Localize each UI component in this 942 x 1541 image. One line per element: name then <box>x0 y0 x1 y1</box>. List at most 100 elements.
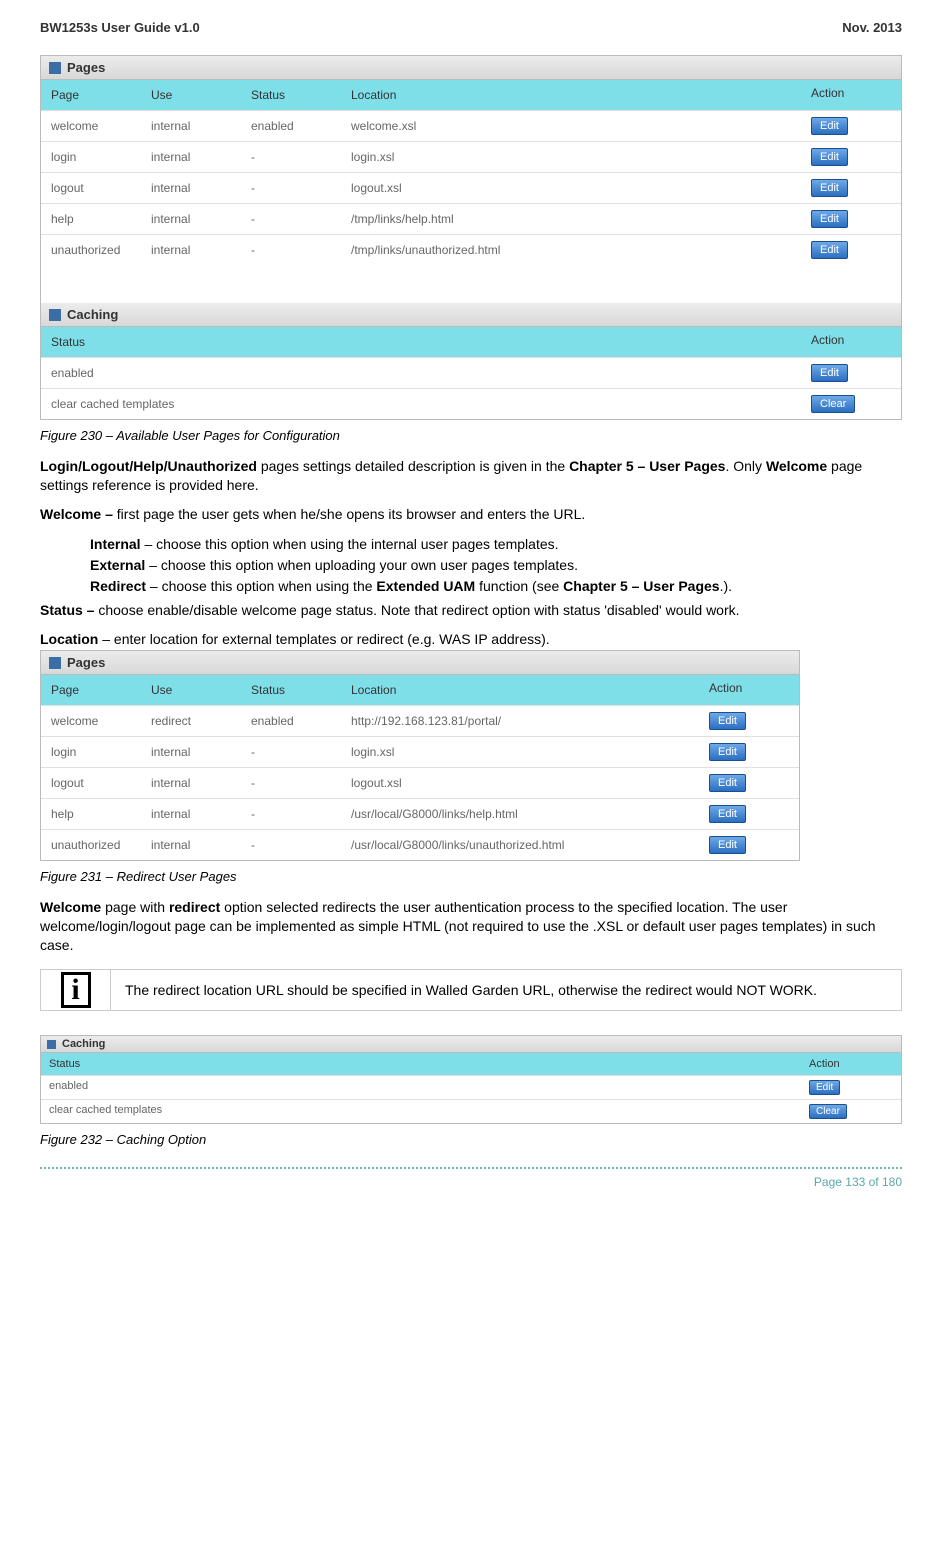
edit-button[interactable]: Edit <box>709 712 746 730</box>
cell-location: logout.xsl <box>341 768 699 798</box>
edit-button[interactable]: Edit <box>709 836 746 854</box>
table-row: enabledEdit <box>41 1075 901 1099</box>
edit-button[interactable]: Edit <box>811 148 848 166</box>
table-row: enabled Edit <box>41 357 901 388</box>
col-location: Location <box>341 80 801 110</box>
cell-location: /usr/local/G8000/links/help.html <box>341 799 699 829</box>
edit-button[interactable]: Edit <box>709 774 746 792</box>
text: . Only <box>725 458 765 474</box>
cell-page: welcome <box>41 111 141 141</box>
cell-page: welcome <box>41 706 141 736</box>
cell-action: Edit <box>801 142 901 172</box>
cell-action: Edit <box>801 173 901 203</box>
cell-location: http://192.168.123.81/portal/ <box>341 706 699 736</box>
cell-use: redirect <box>141 706 241 736</box>
info-icon: i <box>41 970 111 1010</box>
pages-table-2: Pages Page Use Status Location Action we… <box>40 650 800 861</box>
text: – choose this option when using the <box>146 578 376 594</box>
table-row: clear cached templatesClear <box>41 388 901 419</box>
cell-page: unauthorized <box>41 235 141 265</box>
cell-location: /tmp/links/help.html <box>341 204 801 234</box>
caching-table-2: Caching Status Action enabledEditclear c… <box>40 1035 902 1124</box>
bold: Chapter 5 – User Pages <box>563 578 719 594</box>
text: – enter location for external templates … <box>98 631 549 647</box>
table-row: logoutinternal-logout.xslEdit <box>41 767 799 798</box>
table-row: unauthorizedinternal-/usr/local/G8000/li… <box>41 829 799 860</box>
cell-action: Clear <box>801 389 901 419</box>
table-header-row: Page Use Status Location Action <box>41 80 901 110</box>
cell-status: - <box>241 799 341 829</box>
cell-use: internal <box>141 142 241 172</box>
cell-action: Edit <box>801 1076 901 1099</box>
pages-title: Pages <box>67 655 105 670</box>
cell-status: - <box>241 142 341 172</box>
col-status: Status <box>241 80 341 110</box>
cell-action: Edit <box>699 768 799 798</box>
text: – choose this option when uploading your… <box>145 557 578 573</box>
edit-button[interactable]: Edit <box>811 241 848 259</box>
pages-caching-table-1: Pages Page Use Status Location Action we… <box>40 55 902 420</box>
table-row: welcomeredirectenabledhttp://192.168.123… <box>41 705 799 736</box>
table-row: helpinternal-/tmp/links/help.htmlEdit <box>41 203 901 234</box>
figure-caption: Figure 230 – Available User Pages for Co… <box>40 428 902 443</box>
cell-use: internal <box>141 768 241 798</box>
cell-page: help <box>41 204 141 234</box>
table-row: logininternal-login.xslEdit <box>41 736 799 767</box>
col-location: Location <box>341 675 699 705</box>
table-row: clear cached templates Clear <box>41 1099 901 1123</box>
edit-button[interactable]: Edit <box>709 805 746 823</box>
cell-use: internal <box>141 235 241 265</box>
edit-button[interactable]: Edit <box>709 743 746 761</box>
action-button[interactable]: Edit <box>811 364 848 382</box>
cell-status: - <box>241 173 341 203</box>
action-button[interactable]: Clear <box>809 1104 847 1119</box>
action-button[interactable]: Edit <box>809 1080 840 1095</box>
text: .). <box>720 578 732 594</box>
bold: Login/Logout/Help/Unauthorized <box>40 458 257 474</box>
col-action: Action <box>801 1053 901 1075</box>
pages-section-bar: Pages <box>41 651 799 675</box>
bold: Internal <box>90 536 141 552</box>
col-page: Page <box>41 80 141 110</box>
col-status: Status <box>41 1053 801 1075</box>
cell-status: enabled <box>41 358 801 388</box>
square-icon <box>49 62 61 74</box>
caching-title: Caching <box>62 1038 105 1050</box>
bold: Location <box>40 631 98 647</box>
bold: Welcome – <box>40 506 117 522</box>
table-row: unauthorizedinternal-/tmp/links/unauthor… <box>41 234 901 265</box>
cell-action: Edit <box>801 358 901 388</box>
table-row: welcomeinternalenabledwelcome.xslEdit <box>41 110 901 141</box>
bold: Chapter 5 – User Pages <box>569 458 725 474</box>
bold: Status – <box>40 602 98 618</box>
edit-button[interactable]: Edit <box>811 179 848 197</box>
edit-button[interactable]: Edit <box>811 117 848 135</box>
text: first page the user gets when he/she ope… <box>117 506 586 522</box>
table-row: helpinternal-/usr/local/G8000/links/help… <box>41 798 799 829</box>
pages-title: Pages <box>67 60 105 75</box>
paragraph: Welcome page with redirect option select… <box>40 898 902 955</box>
col-page: Page <box>41 675 141 705</box>
cell-use: internal <box>141 111 241 141</box>
cell-location: /usr/local/G8000/links/unauthorized.html <box>341 830 699 860</box>
paragraph: Status – choose enable/disable welcome p… <box>40 601 902 620</box>
cell-status: clear cached templates <box>41 1100 801 1123</box>
col-use: Use <box>141 80 241 110</box>
action-button[interactable]: Clear <box>811 395 855 413</box>
cell-page: logout <box>41 173 141 203</box>
col-action: Action <box>801 327 901 357</box>
col-status: Status <box>241 675 341 705</box>
cell-location: login.xsl <box>341 737 699 767</box>
bold: Welcome <box>766 458 827 474</box>
list-item: Redirect – choose this option when using… <box>90 576 902 597</box>
cell-status: - <box>241 830 341 860</box>
bold: Welcome <box>40 899 101 915</box>
table-header-row: Page Use Status Location Action <box>41 675 799 705</box>
note-box: i The redirect location URL should be sp… <box>40 969 902 1011</box>
bold: Extended UAM <box>376 578 475 594</box>
figure-caption: Figure 231 – Redirect User Pages <box>40 869 902 884</box>
edit-button[interactable]: Edit <box>811 210 848 228</box>
cell-page: login <box>41 142 141 172</box>
page-number: Page 133 of 180 <box>814 1175 902 1189</box>
text: pages settings detailed description is g… <box>257 458 569 474</box>
